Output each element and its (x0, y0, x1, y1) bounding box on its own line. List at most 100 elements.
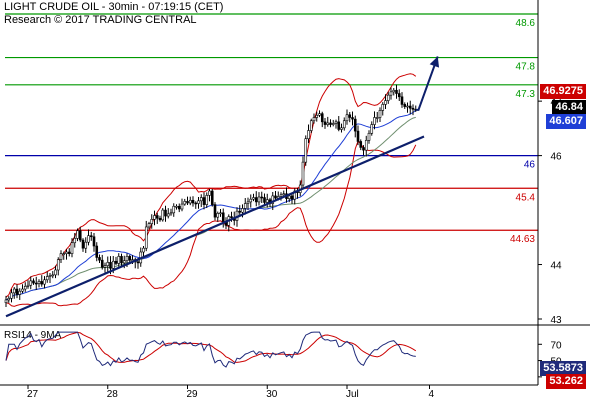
candle-body (257, 196, 261, 203)
candle-body (312, 117, 316, 122)
candle-body (111, 260, 115, 269)
candle-body (48, 275, 52, 277)
candle-body (81, 239, 85, 249)
candle-body (265, 199, 269, 203)
candle-body (59, 253, 63, 260)
candle-body (392, 89, 396, 93)
candle-body (367, 132, 371, 141)
support-trendline (5, 135, 425, 318)
candle-body (183, 201, 187, 205)
candle-body (98, 257, 101, 261)
candle-body (114, 260, 118, 264)
candle-body (389, 91, 393, 96)
bollinger-lower (5, 140, 417, 307)
candle-body (147, 223, 151, 228)
candle-body (241, 208, 244, 213)
candle-body (169, 212, 173, 215)
candle-body (208, 190, 211, 196)
x-tick-label-4: 4 (429, 389, 435, 400)
candle-body (331, 123, 335, 125)
candle-body (180, 203, 184, 210)
candle-body (166, 213, 170, 217)
rsi-value-label-53.5873: 53.5873 (540, 361, 586, 376)
candle-body (348, 114, 352, 118)
candle-body (307, 130, 310, 140)
candle-body (279, 194, 283, 197)
candle-body (329, 122, 332, 125)
candle-body (23, 286, 27, 290)
candle-body (252, 197, 255, 200)
candle-body (221, 212, 225, 222)
candle-body (43, 279, 46, 285)
candle-body (210, 190, 214, 205)
candle-body (84, 241, 88, 249)
candle-body (87, 235, 90, 243)
candle-body (194, 202, 198, 205)
bollinger-upper (5, 73, 417, 298)
candle-body (202, 197, 206, 205)
candle-body (37, 281, 41, 284)
candle-body (400, 96, 404, 105)
chart-title: LIGHT CRUDE OIL - 30min - 07:19:15 (CET) (4, 1, 224, 13)
candle-body (29, 280, 33, 286)
candle-body (4, 299, 8, 303)
candle-body (15, 288, 19, 295)
candle-body (73, 238, 77, 244)
candle-body (103, 265, 107, 268)
price-label-46.84: 46.84 (552, 100, 586, 115)
chart-subtitle: Research © 2017 TRADING CENTRAL (4, 14, 197, 26)
candle-body (243, 203, 247, 209)
candle-body (92, 236, 96, 247)
candle-body (89, 235, 93, 238)
candle-body (309, 120, 313, 131)
candle-body (406, 105, 409, 108)
ma-slow-line (5, 116, 416, 301)
candle-body (364, 140, 368, 151)
candle-body (334, 121, 338, 124)
candle-body (375, 117, 379, 119)
candle-body (125, 256, 129, 262)
price-label-46.607: 46.607 (546, 114, 586, 129)
candle-body (100, 259, 104, 268)
candle-body (7, 298, 11, 301)
candle-body (136, 261, 140, 264)
level-label-44.63: 44.63 (510, 234, 535, 245)
candle-body (274, 195, 277, 199)
candle-body (326, 122, 330, 125)
forecast-arrow-head (429, 56, 440, 68)
rsi-tick-label-70: 70 (550, 340, 562, 351)
candle-body (128, 256, 132, 261)
candle-body (144, 226, 148, 249)
candle-body (122, 260, 126, 264)
candle-body (219, 212, 222, 215)
candle-body (78, 230, 82, 241)
candle-body (304, 138, 308, 163)
candle-body (197, 200, 200, 204)
candle-body (45, 276, 49, 281)
candle-body (216, 213, 220, 218)
candle-body (320, 113, 324, 123)
candle-body (345, 114, 349, 122)
level-label-47.8: 47.8 (516, 62, 536, 73)
forecast-arrow-line (415, 56, 439, 111)
candle-body (351, 117, 354, 120)
candle-body (337, 121, 341, 130)
x-tick-label-28: 28 (107, 389, 119, 400)
candle-body (254, 197, 258, 203)
candle-body (249, 198, 253, 203)
rsi-line (5, 331, 416, 368)
candle-body (301, 161, 305, 186)
trendline-group (5, 56, 440, 318)
candle-body (131, 259, 134, 261)
candle-body (158, 217, 162, 221)
level-label-48.6: 48.6 (516, 18, 536, 29)
candle-body (177, 205, 181, 210)
candle-body (397, 93, 401, 98)
candle-body (323, 121, 327, 125)
candle-body (260, 196, 264, 199)
candle-body (213, 204, 217, 218)
level-label-46: 46 (524, 160, 536, 171)
candle-body (164, 209, 167, 217)
